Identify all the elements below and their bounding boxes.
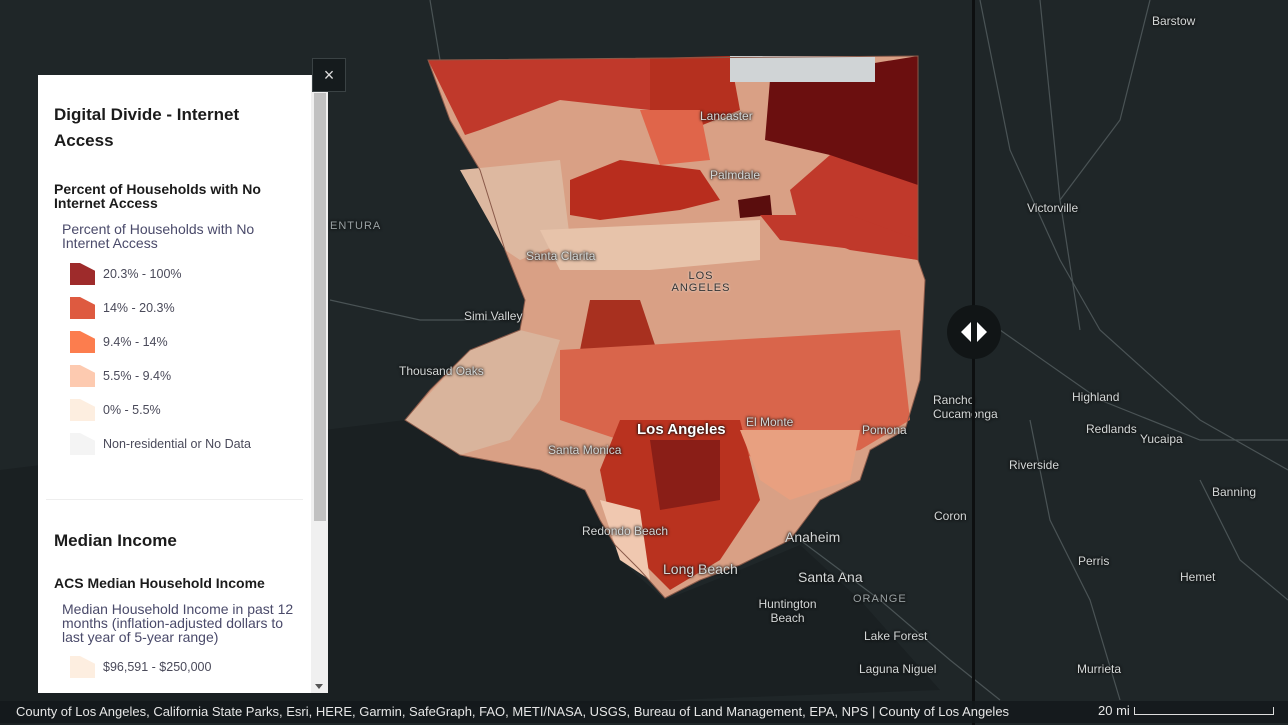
map-label: ENTURA xyxy=(330,220,382,232)
map-label: Hemet xyxy=(1180,570,1216,584)
scale-bar: 20 mi xyxy=(1098,703,1274,718)
swatch xyxy=(70,297,95,319)
county-outline xyxy=(404,55,926,599)
chevron-left-icon xyxy=(961,322,971,342)
swipe-handle[interactable] xyxy=(947,305,1001,359)
swatch xyxy=(70,263,95,285)
map-label: Victorville xyxy=(1027,201,1079,215)
chevron-right-icon xyxy=(977,322,987,342)
map-label: Riverside xyxy=(1009,458,1060,472)
map-label: Redlands xyxy=(1086,422,1137,436)
map-label: Highland xyxy=(1072,390,1120,404)
map-label: Pomona xyxy=(862,423,907,437)
map-label: Anaheim xyxy=(785,529,841,545)
map-label: Los Angeles xyxy=(637,421,726,438)
choropleth-tracts xyxy=(405,56,918,590)
roads xyxy=(329,0,1288,701)
legend-item: 9.4% - 14% xyxy=(54,325,295,359)
legend-item: 0% - 5.5% xyxy=(54,393,295,427)
swatch xyxy=(70,399,95,421)
swatch xyxy=(70,331,95,353)
map-label: Rancho Cucamonga xyxy=(933,393,998,421)
map-label: Palmdale xyxy=(710,168,761,182)
scale-line xyxy=(1133,706,1274,715)
map-label: Laguna Niguel xyxy=(859,662,937,676)
scrollbar[interactable] xyxy=(311,75,328,693)
close-legend-button[interactable]: × xyxy=(312,58,346,92)
legend-item-label: 20.3% - 100% xyxy=(103,267,182,281)
map-label: Santa Monica xyxy=(548,443,622,457)
legend-layer-title: ACS Median Household Income xyxy=(54,575,265,591)
map-label: Santa Clarita xyxy=(526,249,596,263)
legend-section-title: Median Income xyxy=(54,531,177,550)
legend-item-label: $96,591 - $250,000 xyxy=(103,660,212,674)
legend-item: 5.5% - 9.4% xyxy=(54,359,295,393)
legend-panel: Digital Divide - Internet Access Percent… xyxy=(38,75,328,693)
swatch xyxy=(70,365,95,387)
legend-section-title: Digital Divide - Internet Access xyxy=(54,105,240,150)
legend-field-label: Percent of Households with No Internet A… xyxy=(62,221,255,251)
legend-item: $96,591 - $250,000 xyxy=(54,650,295,684)
legend-item-label: 14% - 20.3% xyxy=(103,301,175,315)
swipe-divider[interactable] xyxy=(972,0,975,725)
legend-item-label: 5.5% - 9.4% xyxy=(103,369,172,383)
map-label: Murrieta xyxy=(1077,662,1122,676)
swatch xyxy=(70,433,95,455)
scrollbar-thumb[interactable] xyxy=(314,93,326,521)
map-label: Yucaipa xyxy=(1140,432,1183,446)
map-label: Thousand Oaks xyxy=(399,364,484,378)
swatch xyxy=(70,656,95,678)
map-label: Huntington Beach xyxy=(758,597,817,625)
scroll-down-icon[interactable] xyxy=(315,684,323,689)
map-label: Simi Valley xyxy=(464,309,523,323)
map-label: Redondo Beach xyxy=(582,524,669,538)
map-label: Coron xyxy=(934,509,967,523)
map-label: Barstow xyxy=(1152,14,1196,28)
legend-layer-title: Percent of Households with No Internet A… xyxy=(54,181,261,211)
map-label: Long Beach xyxy=(663,561,738,577)
legend-item: Non-residential or No Data xyxy=(54,427,295,461)
map-label: ORANGE xyxy=(853,593,907,605)
map-label: Banning xyxy=(1212,485,1257,499)
scale-label: 20 mi xyxy=(1098,703,1130,718)
map-label: Perris xyxy=(1078,554,1110,568)
map-label: Santa Ana xyxy=(798,569,863,585)
legend-classes: 20.3% - 100% 14% - 20.3% 9.4% - 14% 5.5%… xyxy=(54,257,295,461)
legend-item-label: Non-residential or No Data xyxy=(103,437,251,451)
map-label: Lake Forest xyxy=(864,629,928,643)
map-label: LOS ANGELES xyxy=(671,270,731,294)
legend-item: 14% - 20.3% xyxy=(54,291,295,325)
legend-item: 20.3% - 100% xyxy=(54,257,295,291)
legend-field-label: Median Household Income in past 12 month… xyxy=(62,601,294,645)
attribution[interactable]: County of Los Angeles, California State … xyxy=(0,701,1288,723)
divider xyxy=(46,499,303,500)
map-label: El Monte xyxy=(746,415,794,429)
legend-item-label: 0% - 5.5% xyxy=(103,403,161,417)
map-label: Lancaster xyxy=(700,109,753,123)
legend-item-label: 9.4% - 14% xyxy=(103,335,168,349)
